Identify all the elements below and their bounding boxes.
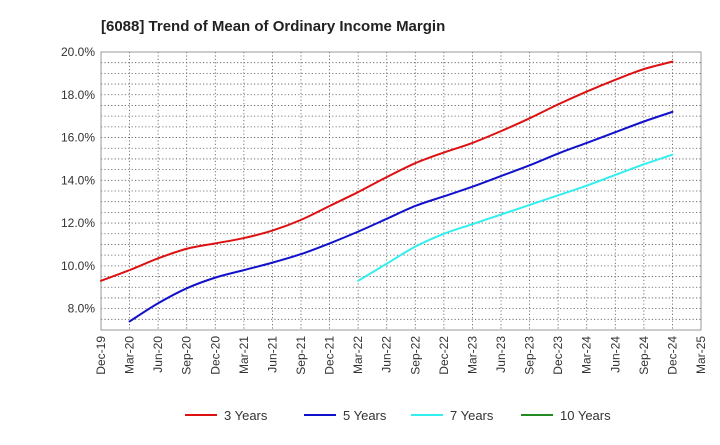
x-tick-label: Mar-20 <box>123 336 137 374</box>
x-tick-label: Dec-23 <box>551 336 565 375</box>
x-tick-label: Jun-22 <box>380 336 394 373</box>
x-tick-label: Sep-22 <box>408 336 422 375</box>
x-tick-label: Mar-24 <box>580 336 594 374</box>
legend-label-10-years: 10 Years <box>560 408 611 423</box>
x-tick-label: Sep-24 <box>637 336 651 375</box>
series-line-3-years <box>100 60 674 282</box>
x-tick-label: Mar-25 <box>694 336 708 374</box>
x-tick-label: Sep-21 <box>294 336 308 375</box>
x-tick-label: Jun-21 <box>265 336 279 373</box>
y-tick-label: 20.0% <box>61 45 95 59</box>
legend-label-5-years: 5 Years <box>343 408 387 423</box>
x-tick-label: Jun-20 <box>151 336 165 373</box>
x-tick-label: Mar-23 <box>465 336 479 374</box>
y-tick-label: 10.0% <box>61 259 95 273</box>
y-tick-label: 18.0% <box>61 88 95 102</box>
x-axis: Dec-19 Mar-20 Jun-20 Sep-20 Dec-20 Mar-21 Jun-… <box>94 336 708 375</box>
x-tick-label: Mar-22 <box>351 336 365 374</box>
x-tick-label: Sep-20 <box>180 336 194 375</box>
x-tick-label: Mar-21 <box>237 336 251 374</box>
plot-area <box>100 51 702 331</box>
grid <box>100 51 702 331</box>
y-tick-label: 12.0% <box>61 216 95 230</box>
x-tick-label: Dec-22 <box>437 336 451 375</box>
chart-title: [6088] Trend of Mean of Ordinary Income … <box>101 18 445 35</box>
x-tick-label: Sep-23 <box>523 336 537 375</box>
series-line-7-years <box>357 153 674 282</box>
y-tick-label: 8.0% <box>68 302 96 316</box>
x-tick-label: Dec-21 <box>323 336 337 375</box>
x-tick-label: Dec-24 <box>665 336 679 375</box>
legend: 3 Years 5 Years 7 Years 10 Years <box>185 408 611 423</box>
y-axis: 8.0% 10.0% 12.0% 14.0% 16.0% 18.0% 20.0% <box>61 45 95 316</box>
x-tick-label: Dec-19 <box>94 336 108 375</box>
x-tick-label: Jun-24 <box>608 336 622 373</box>
series-line-5-years <box>128 110 674 323</box>
x-tick-label: Dec-20 <box>208 336 222 375</box>
legend-label-3-years: 3 Years <box>224 408 268 423</box>
y-tick-label: 14.0% <box>61 173 95 187</box>
series-lines <box>100 60 674 323</box>
y-tick-label: 16.0% <box>61 131 95 145</box>
legend-label-7-years: 7 Years <box>450 408 494 423</box>
x-tick-label: Jun-23 <box>494 336 508 373</box>
